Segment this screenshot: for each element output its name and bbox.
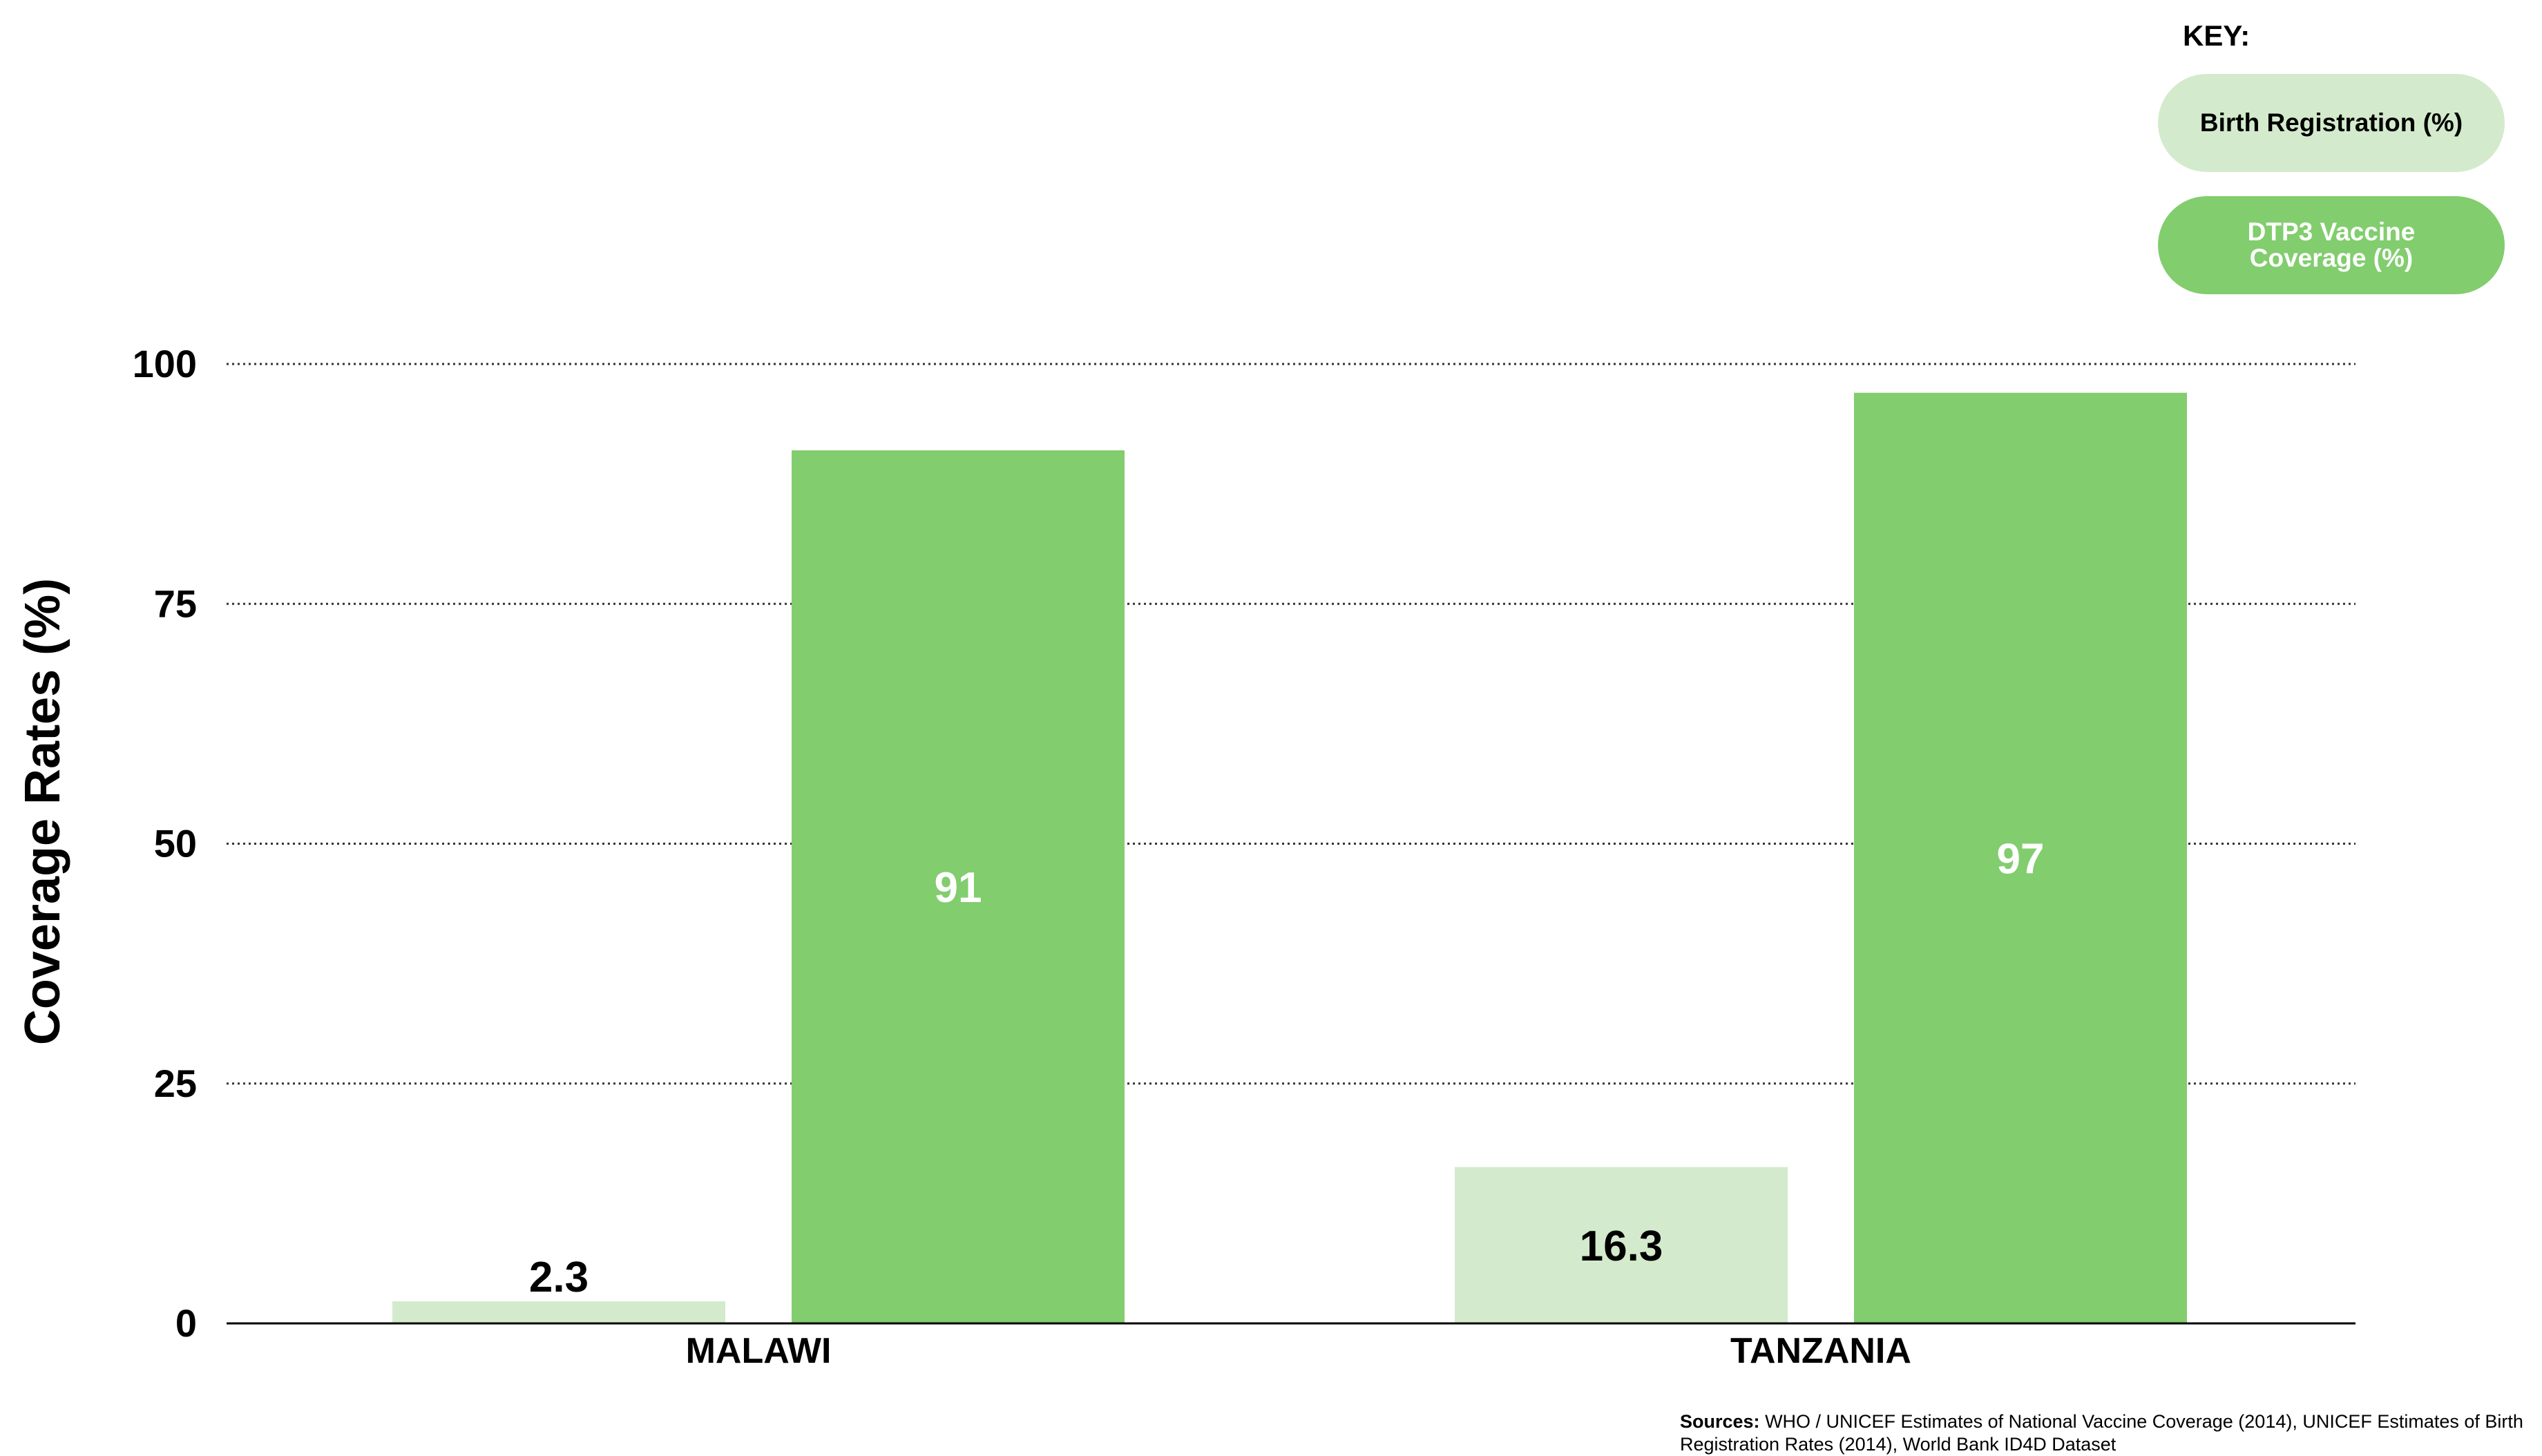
legend-item-dtp3-vaccine-coverage: DTP3 Vaccine Coverage (%) — [2158, 196, 2505, 294]
y-tick-label: 50 — [154, 822, 197, 865]
x-category-tanzania: TANZANIA — [1730, 1331, 1911, 1371]
bar-malawi-birth-registration — [392, 1301, 725, 1323]
bars: 2.3 91 16.3 97 — [392, 392, 2187, 1324]
y-tick-label: 25 — [154, 1062, 197, 1105]
sources-note: Sources: WHO / UNICEF Estimates of Natio… — [1680, 1410, 2536, 1456]
y-axis-title: Coverage Rates (%) — [15, 578, 70, 1045]
sources-text: WHO / UNICEF Estimates of National Vacci… — [1680, 1411, 2523, 1455]
y-tick-label: 75 — [154, 582, 197, 625]
bar-tanzania-birth-registration — [1455, 1167, 1788, 1323]
legend-item-birth-registration: Birth Registration (%) — [2158, 74, 2505, 172]
bar-tanzania-dtp3-vaccine-coverage — [1854, 392, 2187, 1324]
legend-heading: KEY: — [2183, 19, 2250, 52]
y-tick-label: 100 — [133, 342, 197, 385]
x-category-malawi: MALAWI — [686, 1331, 832, 1371]
bar-malawi-dtp3-vaccine-coverage — [792, 450, 1125, 1323]
data-label-malawi-birth-registration: 2.3 — [529, 1254, 589, 1301]
data-label-tanzania-dtp3-vaccine-coverage: 97 — [1997, 835, 2045, 883]
data-label-malawi-dtp3-vaccine-coverage: 91 — [935, 864, 982, 912]
data-label-tanzania-birth-registration: 16.3 — [1580, 1223, 1663, 1270]
x-axis-categories: MALAWI TANZANIA — [686, 1331, 1911, 1371]
y-tick-label: 0 — [175, 1301, 197, 1345]
sources-prefix: Sources: — [1680, 1411, 1760, 1432]
y-axis-ticks: 0 25 50 75 100 — [133, 342, 197, 1345]
